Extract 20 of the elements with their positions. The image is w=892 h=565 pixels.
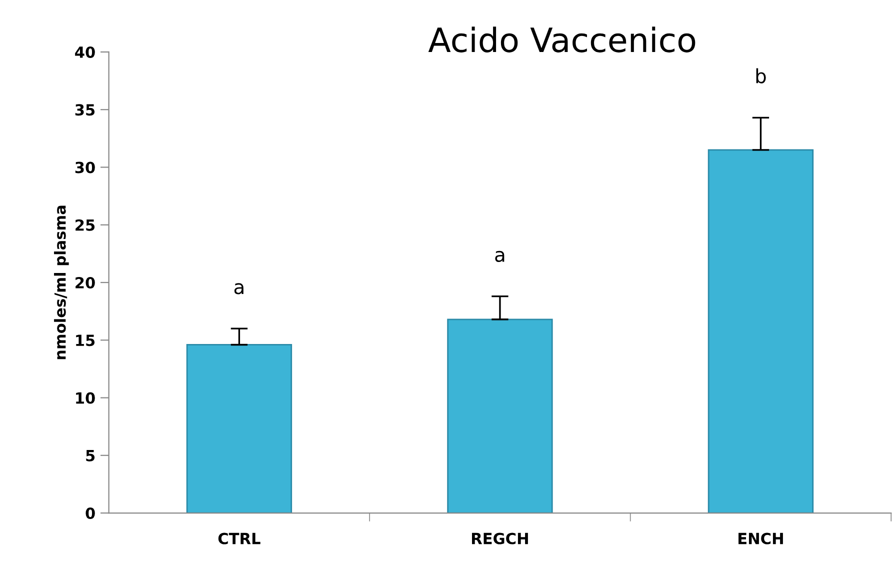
y-tick-label: 5	[86, 450, 95, 462]
x-tick-label: CTRL	[218, 532, 260, 544]
y-tick-label: 40	[75, 46, 95, 58]
y-tick-label: 25	[76, 219, 95, 231]
y-tick-label: 30	[75, 162, 95, 174]
x-tick-label: ENCH	[738, 532, 783, 544]
y-tick-label: 20	[76, 276, 95, 289]
y-tick-label: 35	[75, 104, 95, 116]
y-tick-label: 0	[86, 507, 95, 520]
x-tick-label: REGCH	[472, 532, 528, 544]
bar	[447, 318, 553, 514]
bar	[186, 344, 292, 514]
annotation: a	[234, 283, 244, 294]
y-tick-label: 15	[76, 334, 95, 346]
y-tick-label: 10	[76, 392, 95, 404]
annotation: a	[495, 250, 504, 262]
chart-title: Acido Vaccenico	[428, 26, 696, 52]
y-axis-title: nmoles/ml plasma	[54, 206, 69, 360]
bar	[708, 149, 814, 514]
annotation: b	[756, 68, 766, 84]
